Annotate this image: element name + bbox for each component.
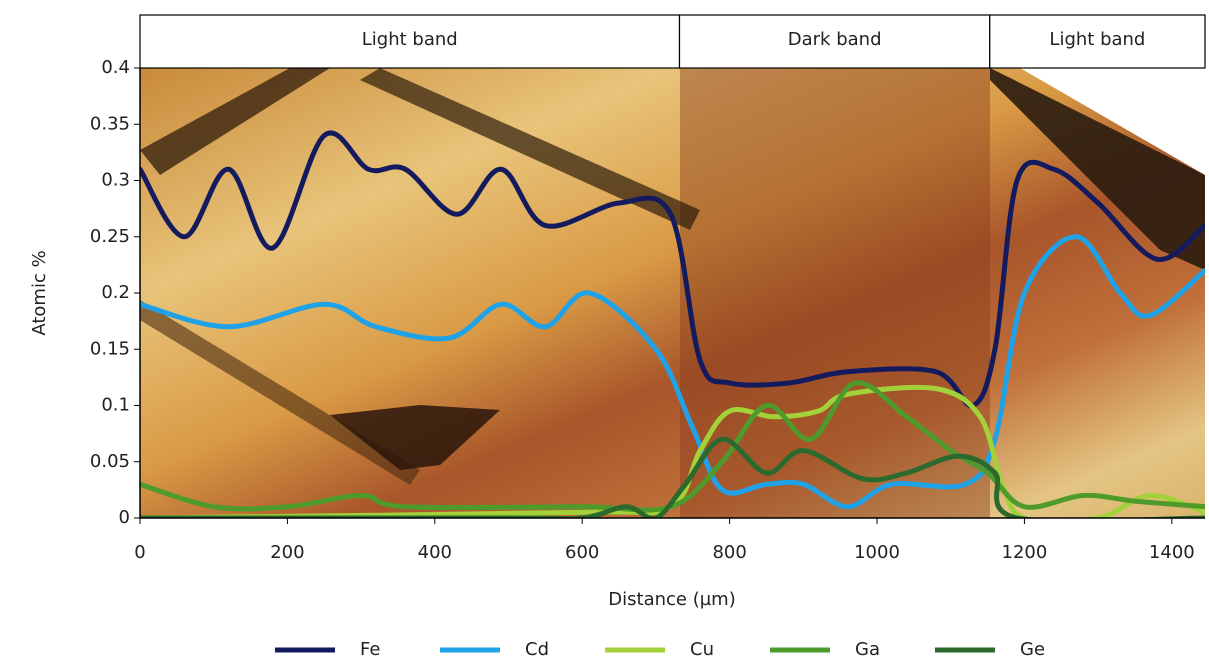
x-tick-label: 1000: [854, 542, 900, 563]
y-tick-label: 0.05: [90, 451, 130, 472]
y-tick-label: 0.1: [101, 395, 130, 416]
legend-label: Cd: [525, 639, 549, 660]
x-tick-label: 600: [565, 542, 599, 563]
legend-label: Ga: [855, 639, 880, 660]
y-tick-label: 0.3: [101, 170, 130, 191]
legend-label: Fe: [360, 639, 380, 660]
band-box: [989, 14, 1206, 69]
y-tick-label: 0.2: [101, 282, 130, 303]
band-box: [678, 14, 991, 69]
x-tick-label: 400: [418, 542, 452, 563]
y-tick-label: 0.25: [90, 226, 130, 247]
y-tick-label: 0: [119, 507, 130, 528]
band-label: Light band: [362, 29, 458, 50]
legend-label: Cu: [690, 639, 714, 660]
x-tick-label: 800: [712, 542, 746, 563]
x-tick-label: 0: [134, 542, 145, 563]
y-axis-title: Atomic %: [29, 250, 50, 335]
x-axis-title: Distance (µm): [608, 589, 735, 610]
x-tick-label: 1200: [1002, 542, 1048, 563]
series-line: [140, 380, 1205, 513]
background-image: [140, 68, 1205, 518]
series-line: [140, 384, 1205, 518]
series-line: [140, 436, 1205, 518]
y-tick-label: 0.15: [90, 338, 130, 359]
band-label: Light band: [1049, 29, 1145, 50]
x-tick-label: 1400: [1149, 542, 1195, 563]
y-tick-label: 0.4: [101, 57, 130, 78]
band-label: Dark band: [788, 29, 882, 50]
legend-label: Ge: [1020, 639, 1045, 660]
band-box: [139, 14, 681, 69]
y-tick-label: 0.35: [90, 113, 130, 134]
series-line: [140, 130, 1205, 409]
series-line: [140, 234, 1205, 510]
x-tick-label: 200: [270, 542, 304, 563]
